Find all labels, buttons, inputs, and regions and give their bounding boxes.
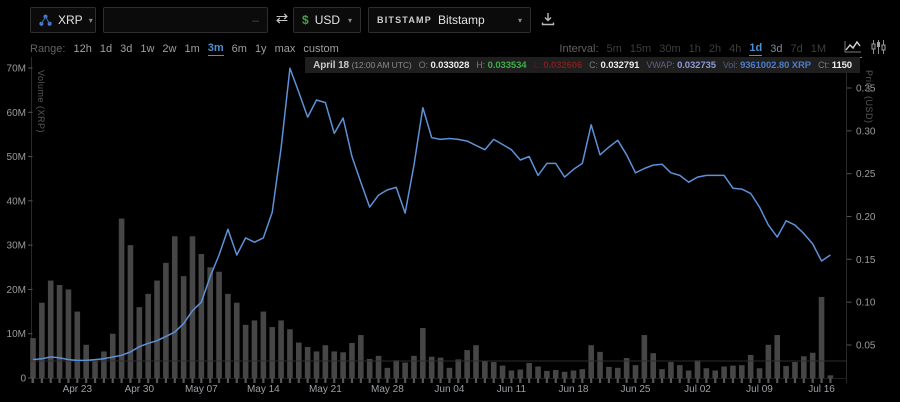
interval-option-30m[interactable]: 30m [659,42,681,55]
quote-currency-label: USD [314,13,341,27]
crosshair-time: (12:00 AM UTC) [351,59,412,70]
chevron-down-icon: ▾ [88,15,93,25]
interval-option-5m[interactable]: 5m [606,42,622,55]
range-selector: Range: 12h 1d 3d 1w 2w 1m 3m 6m 1y max custom [30,41,339,56]
range-option-1d[interactable]: 1d [99,42,113,55]
svg-text:70M: 70M [7,64,26,75]
range-interval-bar: Range: 12h 1d 3d 1w 2w 1m 3m 6m 1y max custom Inte… [30,40,886,58]
svg-text:May 28: May 28 [371,384,404,395]
compare-currency-select[interactable]: – [103,7,268,33]
ohlc-info-bar: April 18 (12:00 AM UTC) O: 0.033028 H: 0… [305,57,860,73]
interval-option-4h[interactable]: 4h [729,42,742,55]
price-axis-title: Price (USD) [864,70,874,124]
candlestick-chart-icon[interactable] [871,40,886,57]
interval-option-15m[interactable]: 15m [629,42,652,55]
interval-label: Interval: [559,42,599,55]
svg-text:60M: 60M [7,108,26,119]
interval-selector: Interval: 5m 15m 30m 1h 2h 4h 1d 3d 7d 1M [559,40,886,58]
range-option-max[interactable]: max [274,42,296,55]
dollar-icon: $ [302,13,309,27]
base-currency-label: XRP [58,13,83,27]
range-option-3m[interactable]: 3m [207,41,224,56]
svg-text:20M: 20M [7,285,26,296]
svg-text:May 14: May 14 [247,384,280,395]
svg-text:0.10: 0.10 [856,298,876,309]
svg-text:0: 0 [20,374,26,385]
low-value: L: 0.032606 [533,59,583,71]
svg-text:May 21: May 21 [309,384,342,395]
svg-text:Jul 02: Jul 02 [684,384,711,395]
interval-option-1M[interactable]: 1M [810,42,826,55]
close-value: C: 0.032791 [589,59,640,71]
bitstamp-logo: BITSTAMP [377,15,432,25]
range-option-1m[interactable]: 1m [184,42,200,55]
svg-text:Jul 09: Jul 09 [746,384,773,395]
base-currency-select[interactable]: XRP ▾ [30,7,96,33]
crosshair-date: April 18 [313,59,350,71]
chevron-down-icon: ▾ [347,15,352,25]
swap-pair-icon[interactable]: ⇄ [275,10,289,27]
svg-text:0.15: 0.15 [856,255,876,266]
svg-text:Apr 30: Apr 30 [125,384,155,395]
range-option-12h[interactable]: 12h [73,42,92,55]
svg-text:Apr 23: Apr 23 [63,384,93,395]
svg-text:40M: 40M [7,196,26,207]
download-icon[interactable] [540,11,560,31]
svg-text:Jun 25: Jun 25 [620,384,650,395]
exchange-select[interactable]: BITSTAMP Bitstamp ▾ [368,7,531,33]
range-option-2w[interactable]: 2w [162,42,177,55]
svg-text:Jun 11: Jun 11 [497,384,527,395]
svg-text:Jun 04: Jun 04 [434,384,464,395]
chevron-down-icon: ▾ [517,15,522,25]
svg-text:0.20: 0.20 [856,212,876,223]
high-value: H: 0.033534 [476,59,527,71]
xrp-logo-icon [39,14,52,27]
quote-currency-select[interactable]: $ USD ▾ [293,7,361,33]
open-value: O: 0.033028 [418,59,470,71]
svg-text:Jul 16: Jul 16 [808,384,835,395]
svg-text:0.05: 0.05 [856,341,876,352]
svg-text:0.30: 0.30 [856,126,876,137]
range-option-1y[interactable]: 1y [254,42,267,55]
svg-text:30M: 30M [7,241,26,252]
range-option-1w[interactable]: 1w [140,42,155,55]
exchange-name-label: Bitstamp [437,13,485,27]
interval-option-1d[interactable]: 1d [749,41,763,56]
range-option-6m[interactable]: 6m [231,42,247,55]
volume-value: Vol: 9361002.80 XRP [722,59,812,71]
range-label: Range: [30,42,66,55]
interval-option-7d[interactable]: 7d [790,42,803,55]
interval-option-1h[interactable]: 1h [688,42,701,55]
svg-text:0.35: 0.35 [856,84,876,95]
interval-option-3d[interactable]: 3d [770,42,783,55]
toolbar: XRP ▾ – ⇄ $ USD ▾ BITSTAMP Bitstamp ▾ [0,7,900,33]
range-option-3d[interactable]: 3d [120,42,133,55]
interval-option-2h[interactable]: 2h [708,42,722,55]
svg-text:10M: 10M [7,329,26,340]
svg-text:May 07: May 07 [185,384,218,395]
trade-count-value: Ct: 1150 [818,59,852,71]
vwap-value: VWAP: 0.032735 [646,59,716,71]
svg-text:Jun 18: Jun 18 [558,384,588,395]
svg-text:0.25: 0.25 [856,169,876,180]
range-option-custom[interactable]: custom [303,42,339,55]
volume-axis-title: Volume (XRP) [36,70,46,134]
svg-text:50M: 50M [7,152,26,163]
compare-placeholder: – [252,13,259,27]
